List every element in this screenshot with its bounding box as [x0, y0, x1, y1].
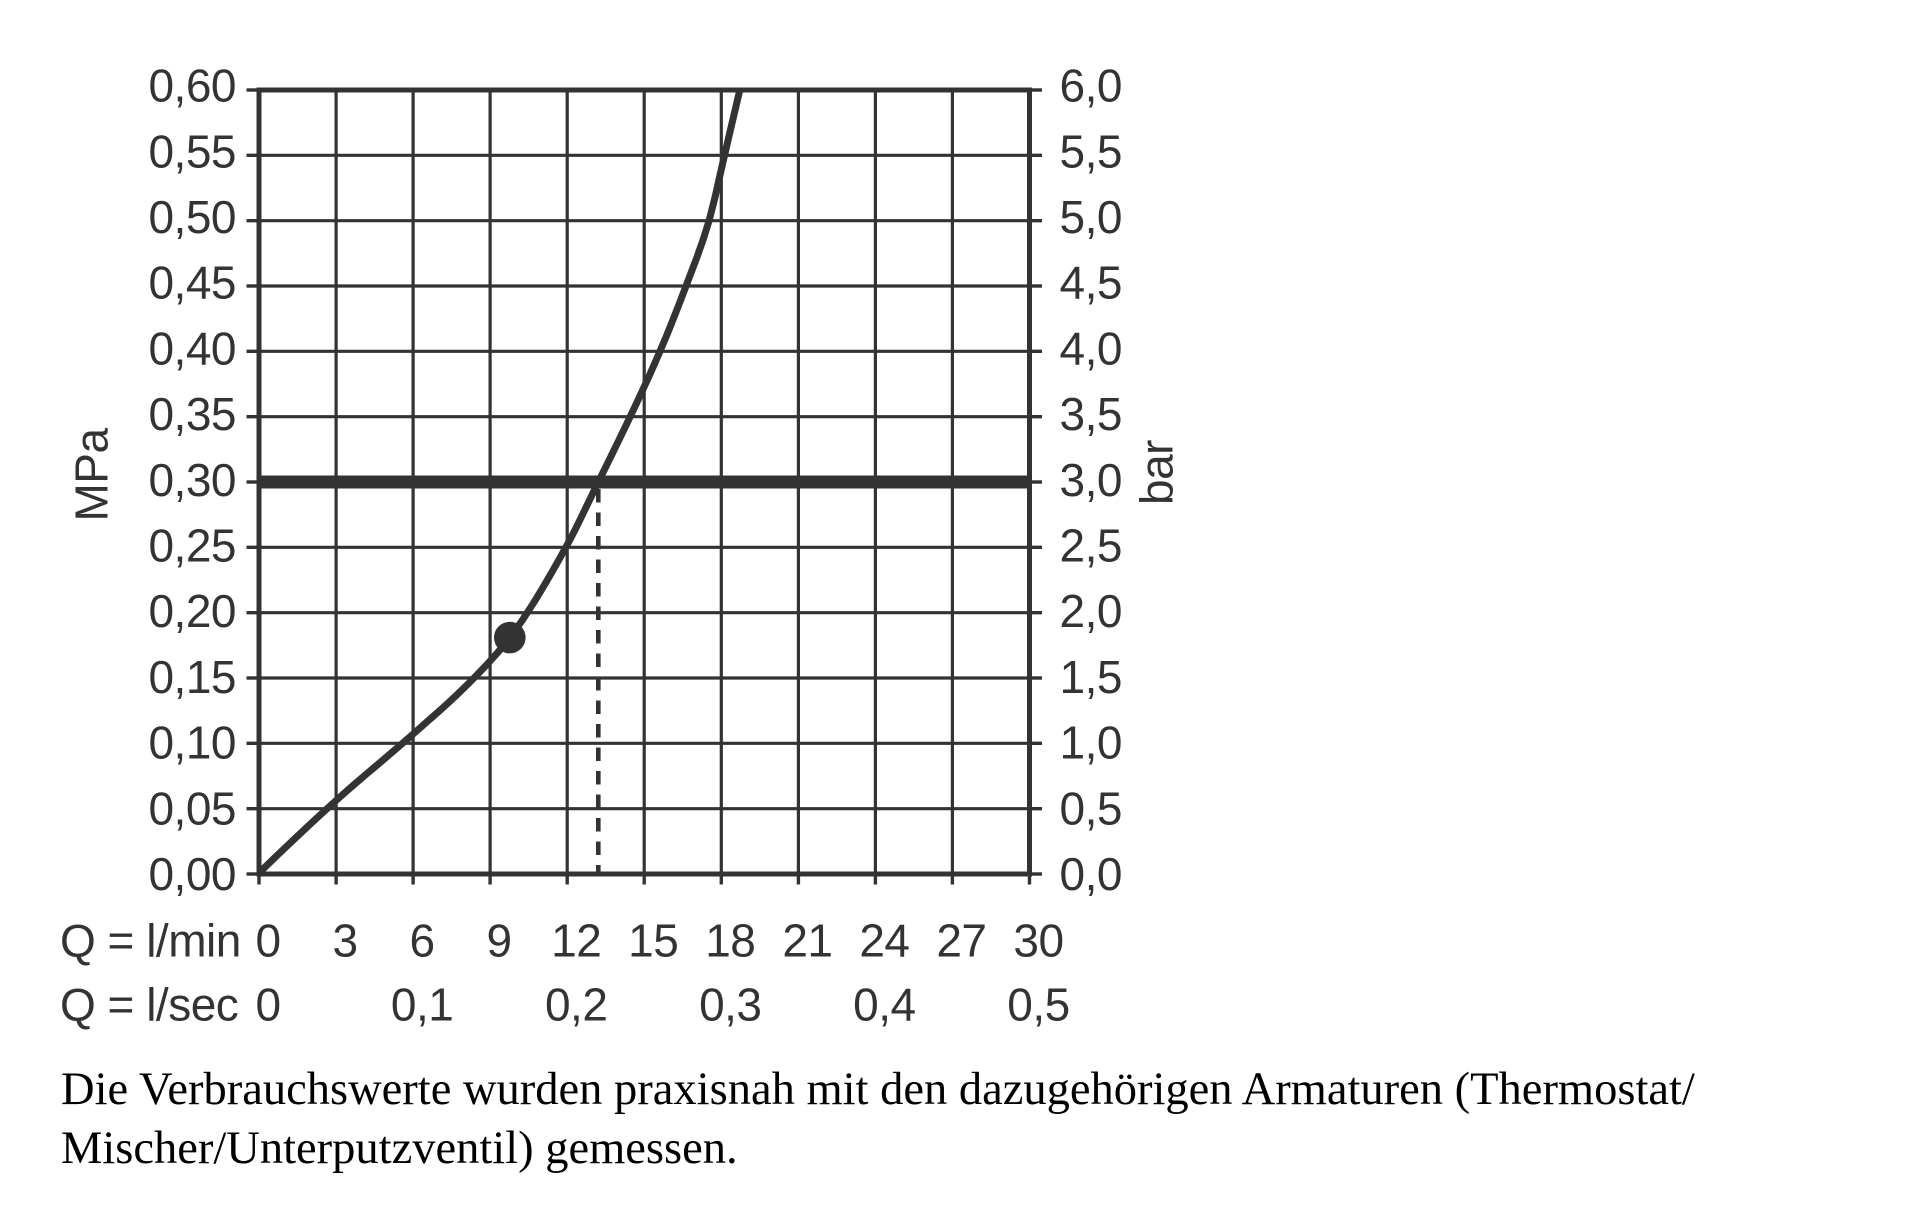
svg-text:1,5: 1,5	[1060, 651, 1122, 703]
svg-text:6,0: 6,0	[1060, 60, 1122, 112]
svg-text:bar: bar	[1131, 440, 1183, 505]
svg-text:0,50: 0,50	[148, 191, 236, 243]
svg-text:3,5: 3,5	[1060, 388, 1122, 440]
svg-text:9: 9	[487, 915, 512, 967]
svg-text:0,60: 0,60	[148, 60, 236, 112]
svg-text:2,5: 2,5	[1060, 520, 1122, 572]
svg-text:0,20: 0,20	[148, 585, 236, 637]
svg-text:18: 18	[705, 915, 755, 967]
svg-text:0,55: 0,55	[148, 125, 236, 177]
svg-text:0,3: 0,3	[699, 979, 761, 1031]
svg-text:0: 0	[255, 979, 280, 1031]
svg-text:15: 15	[628, 915, 678, 967]
svg-text:4,5: 4,5	[1060, 257, 1122, 309]
svg-text:0,30: 0,30	[148, 454, 236, 506]
svg-text:Q = l/min: Q = l/min	[60, 915, 241, 967]
svg-text:0,40: 0,40	[148, 322, 236, 374]
svg-text:0,00: 0,00	[148, 848, 236, 900]
svg-text:0,25: 0,25	[148, 520, 236, 572]
svg-text:12: 12	[551, 915, 601, 967]
svg-text:30: 30	[1013, 915, 1063, 967]
svg-text:0,15: 0,15	[148, 651, 236, 703]
svg-text:0,2: 0,2	[545, 979, 607, 1031]
svg-text:0,1: 0,1	[391, 979, 453, 1031]
svg-text:0,35: 0,35	[148, 388, 236, 440]
svg-text:MPa: MPa	[66, 428, 118, 522]
svg-text:0,10: 0,10	[148, 717, 236, 769]
svg-text:24: 24	[859, 915, 909, 967]
svg-text:3,0: 3,0	[1060, 454, 1122, 506]
svg-text:21: 21	[782, 915, 832, 967]
svg-text:0,0: 0,0	[1060, 848, 1122, 900]
svg-text:0,4: 0,4	[853, 979, 915, 1031]
svg-text:0,5: 0,5	[1007, 979, 1069, 1031]
svg-text:3: 3	[333, 915, 358, 967]
svg-text:2,0: 2,0	[1060, 585, 1122, 637]
svg-text:Q = l/sec: Q = l/sec	[60, 979, 238, 1031]
svg-text:0,05: 0,05	[148, 782, 236, 834]
svg-text:5,0: 5,0	[1060, 191, 1122, 243]
svg-text:27: 27	[936, 915, 986, 967]
svg-text:0,5: 0,5	[1060, 782, 1122, 834]
svg-text:4,0: 4,0	[1060, 322, 1122, 374]
svg-text:0: 0	[255, 915, 280, 967]
svg-text:6: 6	[410, 915, 435, 967]
svg-text:0,45: 0,45	[148, 257, 236, 309]
svg-text:5,5: 5,5	[1060, 125, 1122, 177]
svg-text:1,0: 1,0	[1060, 717, 1122, 769]
